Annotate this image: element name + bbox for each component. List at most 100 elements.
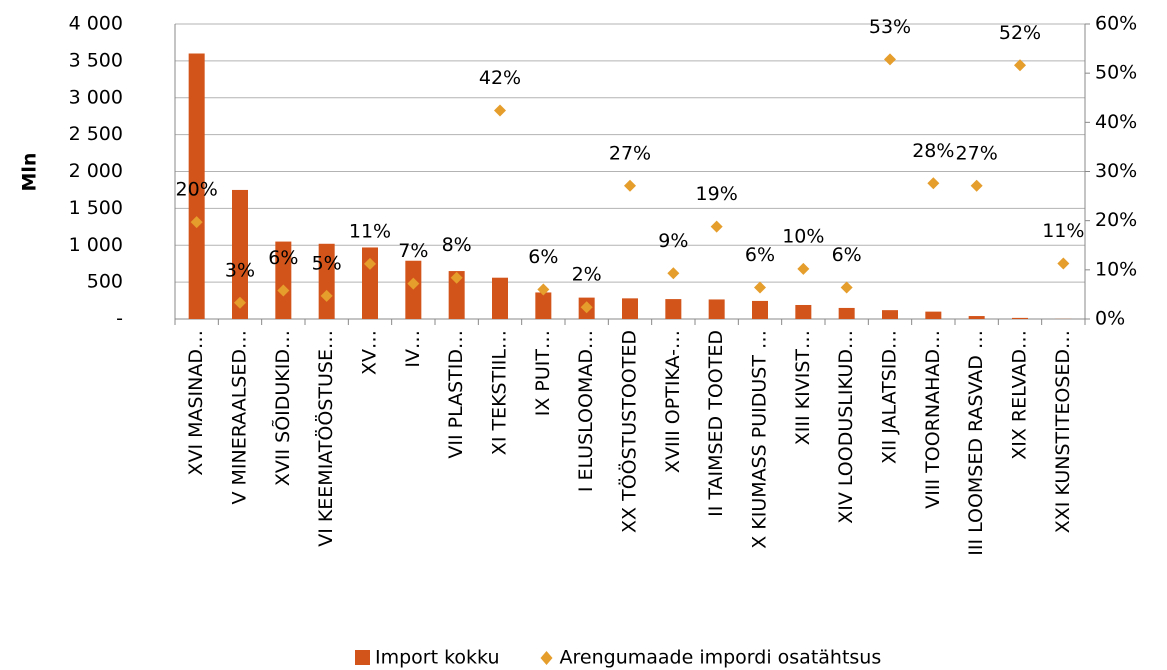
data-label: 28% [912,140,954,162]
data-label: 6% [832,244,862,266]
legend-label: Import kokku [375,647,500,669]
data-label: 11% [1042,220,1084,242]
x-tick-label: XIV LOODUSLIKUD… [835,330,857,524]
x-tick-label: XX TÖÖSTUSTOOTED [618,330,641,533]
x-tick-label: XVI MASINAD… [185,330,207,476]
bar [795,304,812,319]
data-label: 19% [696,183,738,205]
y-tick-label: 4 000 [69,13,123,35]
marker [407,277,420,290]
y2-tick-label: 30% [1095,160,1137,182]
marker [667,267,680,280]
bar [535,292,552,319]
marker [190,216,203,229]
bar [232,189,248,319]
data-label: 42% [479,67,521,89]
y-tick-label: 3 500 [69,49,123,71]
y2-tick-label: 60% [1095,13,1137,35]
y-tick-label: 1 000 [69,234,123,256]
y-tick-label: 2 000 [69,160,123,182]
marker [840,281,853,294]
marker [277,284,290,297]
data-label: 52% [999,22,1041,44]
x-tick-label: XV… [359,330,381,375]
y-axis-label: Mln [19,153,41,192]
bar [968,316,985,319]
bar [275,241,292,319]
x-tick-label: I ELUSLOOMAD… [575,330,597,492]
marker [927,177,940,190]
bar [622,298,638,319]
y2-tick-label: 50% [1095,62,1137,84]
x-tick-label: XIX RELVAD… [1009,330,1031,460]
data-label: 6% [528,246,558,268]
data-label: 3% [225,259,255,281]
x-tick-label: XXI KUNSTITEOSED… [1052,330,1074,533]
x-tick-label: II TAIMSED TOOTED [705,330,727,517]
x-tick-label: VI KEEMIATÖÖSTUSE… [314,330,337,547]
x-tick-label: XVIII OPTIKA-… [662,330,684,473]
x-tick-label: XVII SÕIDUKID… [271,330,294,486]
y2-tick-label: 20% [1095,209,1137,231]
x-tick-label: IV… [402,330,424,368]
bar [1012,317,1028,319]
x-tick-label: VIII TOORNAHAD… [922,330,944,509]
bar [665,299,682,319]
x-tick-label: IX PUIT… [532,330,554,416]
bar [405,260,422,319]
marker [320,289,333,302]
marker [494,104,506,117]
y-tick-label: - [116,308,123,330]
bar [318,243,335,319]
legend-swatch [355,650,370,665]
x-tick-label: XII JALATSID… [879,330,901,464]
x-tick-label: X KIUMASS PUIDUST … [749,330,771,549]
bar [752,300,768,319]
marker [364,257,376,270]
y-tick-label: 500 [87,271,123,293]
data-label: 6% [268,247,298,269]
marker [450,271,463,284]
data-label: 7% [398,240,428,262]
bar [448,271,465,319]
data-label: 2% [572,264,602,286]
legend-swatch [540,651,553,665]
y-tick-label: 2 500 [69,123,123,145]
marker [754,281,766,294]
data-label: 27% [609,142,651,164]
data-label: 5% [312,252,342,274]
data-label: 20% [176,179,218,201]
legend-label: Arengumaade impordi osatähtsus [560,647,882,669]
data-label: 8% [442,234,472,256]
bar [188,53,205,319]
data-label: 6% [745,244,775,266]
x-tick-label: XI TEKSTIIL… [489,330,511,455]
y-tick-label: 3 000 [69,86,123,108]
marker [710,220,723,233]
marker [580,301,593,314]
x-tick-label: VII PLASTID… [445,330,467,459]
marker [1014,59,1026,72]
x-tick-label: XIII KIVIST… [792,330,814,445]
marker [970,179,983,192]
marker [797,262,810,275]
bar [492,277,508,319]
bar [925,311,942,319]
marker [884,53,896,66]
y2-tick-label: 40% [1095,111,1137,133]
y2-tick-label: 10% [1095,258,1137,280]
data-label: 11% [349,220,391,242]
marker [537,283,550,296]
marker [234,296,246,309]
marker [1057,257,1070,270]
data-label: 27% [956,142,998,164]
x-tick-label: III LOOMSED RASVAD … [965,330,987,556]
y2-tick-label: 0% [1095,308,1125,330]
data-label: 53% [869,16,911,38]
bar [838,307,855,319]
y-tick-label: 1 500 [69,197,123,219]
x-tick-label: V MINERAALSED… [229,330,251,505]
bar [708,299,725,319]
data-label: 10% [782,225,824,247]
